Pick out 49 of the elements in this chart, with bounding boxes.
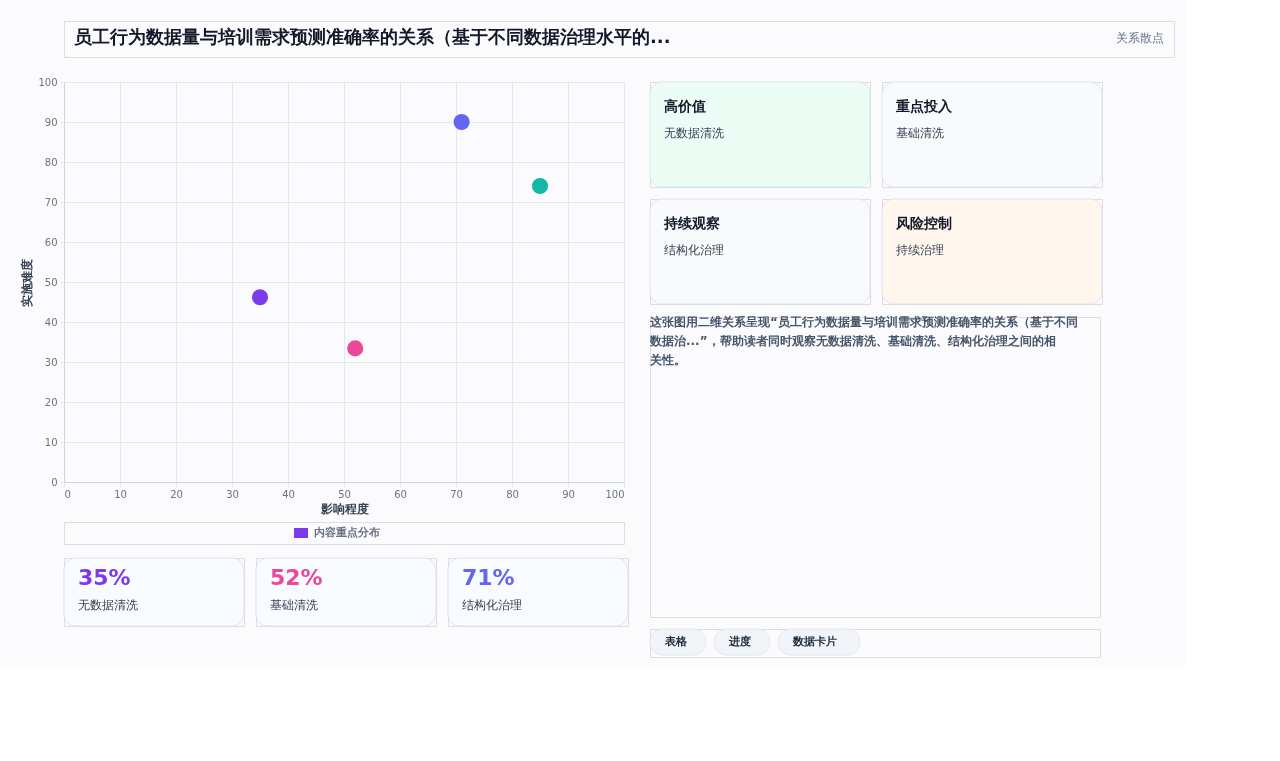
x-tick-label: 100	[605, 488, 625, 500]
text: 71%	[462, 565, 515, 590]
text: 这张图用二维关系呈现“员工行为数据量与培训需求预测准确率的关系（基于不同数据治...”，帮助读者同时观察无数据清洗、基础清洗、结构化治理之间的相关性。	[649, 315, 1078, 368]
x-tick-label: 80	[506, 488, 519, 500]
text: 关系散点	[1116, 31, 1164, 45]
y-tick-label: 30	[44, 356, 58, 368]
point	[453, 113, 470, 131]
text: 持续治理	[896, 243, 944, 257]
x-tick-label: 70	[450, 488, 463, 500]
x-axis-title: 影响程度	[319, 501, 369, 516]
category-label: 重点投入	[895, 98, 953, 114]
point	[531, 177, 549, 195]
text: 进度	[728, 635, 751, 648]
chart-title: 员工行为数据量与培训需求预测准确率的关系（基于不同数据治理水平的...	[73, 26, 671, 47]
text: 结构化治理	[664, 243, 724, 257]
x-tick-label: 20	[170, 488, 183, 500]
text: 数据卡片	[792, 635, 837, 648]
category-label: 持续观察	[663, 215, 720, 231]
legend-label: 内容重点分布	[314, 526, 380, 539]
y-tick-label: 0	[51, 476, 58, 488]
y-tick-label: 50	[44, 276, 58, 288]
y-tick-label: 90	[44, 116, 58, 128]
y-tick-label: 20	[44, 396, 58, 408]
category-label: 高价值	[664, 98, 706, 114]
y-tick-label: 10	[44, 436, 58, 448]
y-axis-title: 实施难度	[20, 258, 35, 307]
x-tick-label: 30	[226, 488, 239, 500]
point	[347, 340, 364, 357]
category-label: 无数据清洗	[78, 598, 138, 612]
x-tick-label: 60	[394, 488, 407, 500]
text: 52%	[270, 565, 323, 590]
text: 表格	[664, 635, 688, 648]
text: 35%	[78, 565, 131, 590]
y-tick-label: 80	[44, 156, 58, 168]
x-tick-label: 0	[64, 488, 71, 500]
text: 无数据清洗	[664, 126, 724, 140]
text: 基础清洗	[896, 126, 944, 140]
x-tick-label: 90	[562, 488, 575, 500]
category-label: 基础清洗	[270, 598, 318, 612]
x-tick-label: 10	[114, 488, 127, 500]
y-tick-label: 40	[44, 316, 58, 328]
category-label: 风险控制	[895, 215, 952, 231]
y-tick-label: 60	[44, 236, 58, 248]
y-tick-label: 70	[44, 196, 58, 208]
x-tick-label: 40	[282, 488, 295, 500]
point	[251, 289, 269, 306]
x-tick-label: 50	[338, 488, 351, 500]
y-tick-label: 100	[38, 76, 58, 88]
category-label: 结构化治理	[462, 598, 522, 612]
